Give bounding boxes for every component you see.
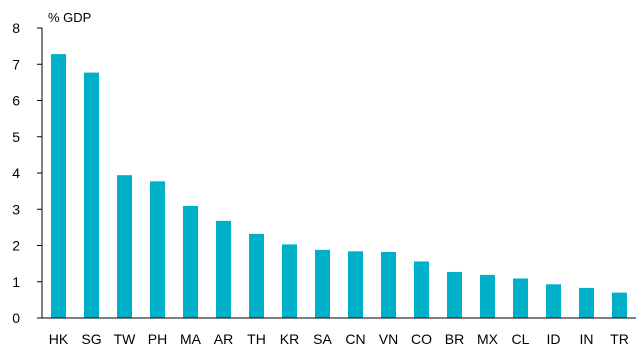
x-tick-label-co: CO <box>411 331 432 347</box>
y-tick-label: 4 <box>12 165 20 181</box>
x-tick-label-th: TH <box>247 331 266 347</box>
y-tick-label: 3 <box>12 201 20 217</box>
x-tick-label-mx: MX <box>477 331 499 347</box>
x-tick-label-sg: SG <box>81 331 101 347</box>
x-tick-label-ma: MA <box>180 331 202 347</box>
x-ticks: HK SG TW PH MA AR TH KR SA CN VN CO BR MX CL ID IN TR <box>49 331 629 347</box>
y-tick-label: 5 <box>12 129 20 145</box>
bar-id <box>546 284 561 318</box>
bar-ar <box>216 220 231 318</box>
bar-cl <box>513 278 528 318</box>
x-tick-label-br: BR <box>445 331 464 347</box>
y-tick-label: 2 <box>12 238 20 254</box>
bar-ph <box>150 181 165 318</box>
y-tick-label: 8 <box>12 20 20 36</box>
y-ticks: 0 1 2 3 4 5 6 7 8 <box>12 20 42 326</box>
bar-kr <box>282 244 297 318</box>
bar-in <box>579 287 594 318</box>
y-axis-unit-label: % GDP <box>48 10 91 25</box>
x-tick-label-cn: CN <box>345 331 365 347</box>
bar-tr <box>612 292 627 319</box>
x-tick-label-ar: AR <box>214 331 233 347</box>
x-tick-label-cl: CL <box>512 331 530 347</box>
bar-br <box>447 271 462 318</box>
bar-tw <box>117 175 132 318</box>
y-tick-label: 7 <box>12 56 20 72</box>
y-tick-label: 0 <box>12 310 20 326</box>
x-tick-label-kr: KR <box>280 331 299 347</box>
bar-hk <box>51 54 66 318</box>
y-tick-label: 1 <box>12 274 20 290</box>
bar-cn <box>348 251 363 318</box>
bar-sg <box>84 72 99 318</box>
x-tick-label-id: ID <box>547 331 561 347</box>
bar-th <box>249 233 264 318</box>
x-tick-label-tr: TR <box>610 331 629 347</box>
bars <box>51 54 627 319</box>
bar-sa <box>315 249 330 318</box>
x-tick-label-tw: TW <box>114 331 137 347</box>
x-tick-label-sa: SA <box>313 331 332 347</box>
x-tick-label-vn: VN <box>379 331 398 347</box>
x-tick-label-hk: HK <box>49 331 69 347</box>
x-tick-label-ph: PH <box>148 331 167 347</box>
bar-ma <box>183 205 198 318</box>
bar-co <box>414 261 429 318</box>
bar-mx <box>480 274 495 318</box>
y-tick-label: 6 <box>12 93 20 109</box>
x-tick-label-in: IN <box>580 331 594 347</box>
bar-vn <box>381 252 396 318</box>
